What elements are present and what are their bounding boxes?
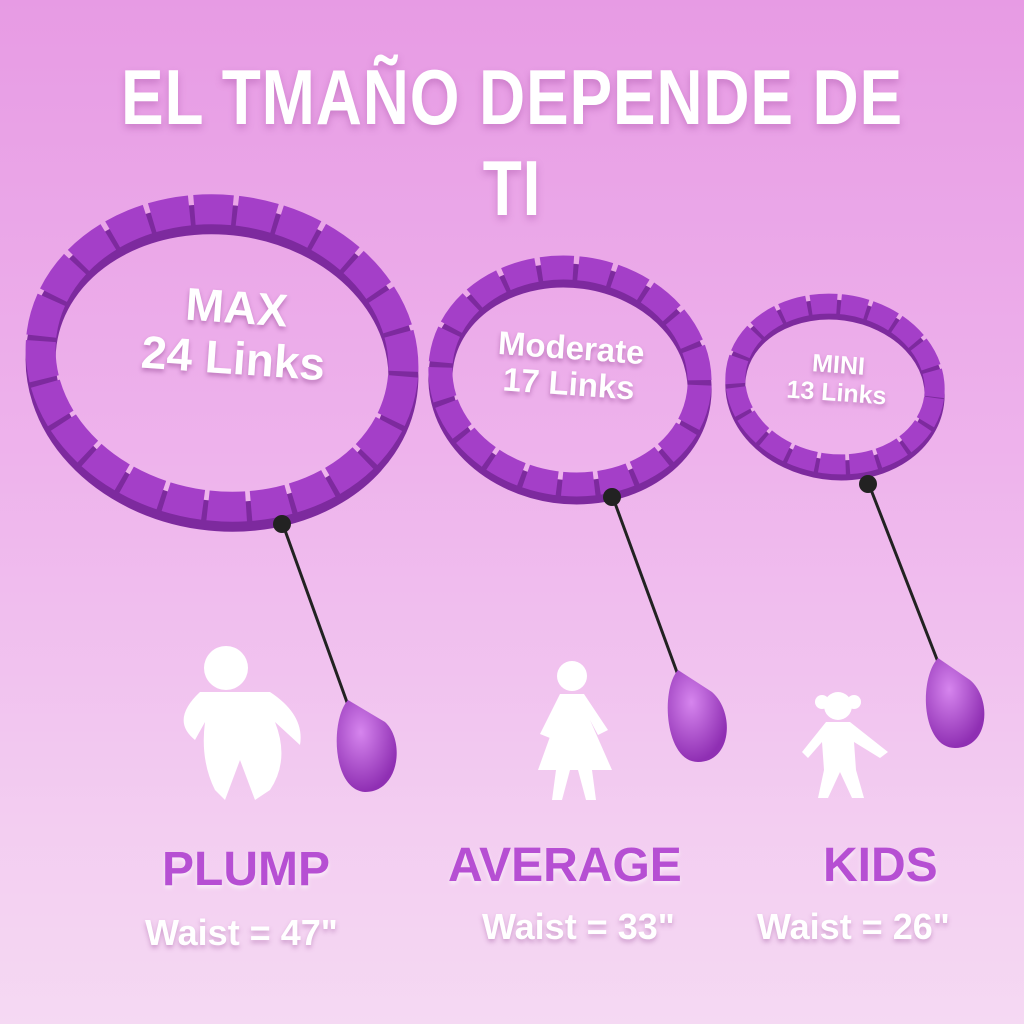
child-icon [802,692,888,798]
weight-ball-icon [925,658,985,748]
waist-kids: Waist = 26" [757,906,950,947]
woman-icon [538,661,612,800]
weight-ball-icon [667,670,727,762]
size-label-moderate: Moderate 17 Links [478,324,663,409]
size-label-max: MAX 24 Links [127,275,344,391]
hoop-moderate [428,255,727,762]
plump-person-icon [183,646,301,800]
hoop-mini [725,293,985,748]
category-plump: PLUMP [162,843,330,896]
category-kids: KIDS [823,839,938,892]
hoop-max [25,194,419,792]
headline: EL TMAÑO DEPENDE DE TI [120,53,903,232]
weight-ball-icon [336,700,397,792]
waist-average: Waist = 33" [482,906,675,947]
waist-plump: Waist = 47" [145,912,338,953]
size-label-mini: MINI 13 Links [773,348,902,412]
category-average: AVERAGE [448,839,682,892]
